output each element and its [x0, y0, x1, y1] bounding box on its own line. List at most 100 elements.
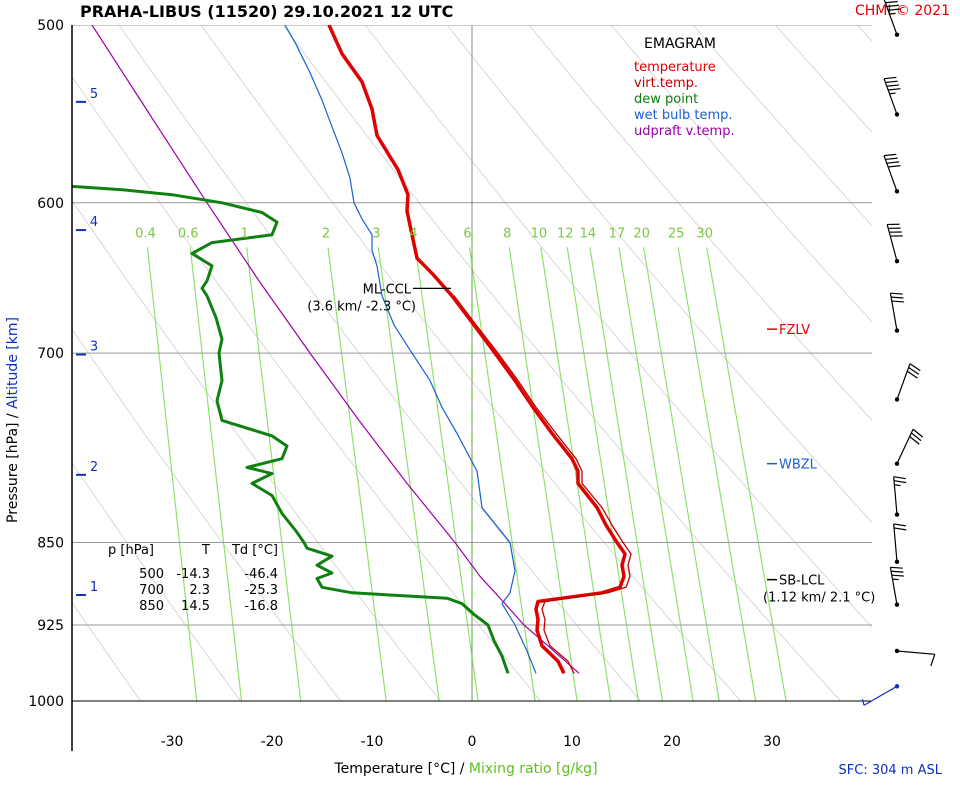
mixing-ratio-line: [468, 247, 536, 701]
pressure-tick-label: 700: [37, 346, 64, 362]
pressure-tick-label: 925: [37, 618, 64, 634]
altitude-tick-label: 3: [90, 340, 98, 355]
series-udpraft-v-temp-line: [91, 25, 580, 674]
mixing-ratio-label: 6: [463, 226, 471, 241]
series-temperature-line: [327, 25, 627, 675]
wind-barb: [886, 223, 903, 264]
series-dew-point-line: [72, 184, 510, 674]
wind-barb: [894, 648, 936, 667]
table-cell: 14.5: [181, 599, 210, 614]
mixing-ratio-label: 12: [557, 226, 574, 241]
mixing-ratio-label: 17: [609, 226, 626, 241]
table-header: p [hPa]: [108, 543, 154, 558]
fzlv-label: FZLV: [779, 323, 810, 338]
wind-barb: [883, 0, 901, 37]
mixing-ratio-label: 14: [580, 226, 597, 241]
legend-entry: udpraft v.temp.: [634, 124, 735, 139]
mixing-ratio-label: 25: [668, 226, 685, 241]
sblcl-label: SB-LCL: [779, 574, 825, 589]
temperature-tick-label: -30: [161, 734, 184, 750]
mixing-ratio-line: [146, 247, 198, 701]
altitude-tick-label: 2: [90, 460, 98, 475]
ccl-value-label: (3.6 km/ -2.3 °C): [307, 299, 416, 314]
wind-barb: [893, 476, 907, 517]
wind-barb: [893, 523, 907, 565]
wind-barb: [883, 153, 901, 194]
table-cell: 850: [139, 599, 164, 614]
x-axis-label: Temperature [°C] / Mixing ratio [g/kg]: [333, 761, 597, 777]
copyright-label: CHMI © 2021: [854, 3, 950, 19]
table-cell: -25.3: [244, 583, 278, 598]
table-header: Td [°C]: [231, 543, 278, 558]
wind-barb: [883, 76, 901, 117]
dry-adiabat: [72, 462, 242, 701]
dry-adiabat: [692, 25, 872, 227]
wbzl-label: WBZL: [779, 458, 818, 473]
table-cell: 2.3: [189, 583, 210, 598]
legend-entry: wet bulb temp.: [634, 108, 733, 123]
series-wet-bulb-temp-line: [284, 25, 537, 674]
mixing-ratio-line: [677, 247, 757, 701]
wind-barb: [889, 566, 905, 607]
temperature-tick-label: 30: [763, 734, 781, 750]
mixing-ratio-line: [246, 247, 302, 701]
temperature-tick-label: -20: [261, 734, 284, 750]
dry-adiabat: [610, 25, 872, 323]
mixing-ratio-label: 1: [240, 226, 248, 241]
table-cell: 700: [139, 583, 164, 598]
table-header: T: [201, 543, 210, 558]
mixing-ratio-label: 0.4: [135, 226, 156, 241]
altitude-tick-label: 5: [90, 87, 98, 102]
mixing-ratio-label: 8: [503, 226, 511, 241]
surface-altitude-label: SFC: 304 m ASL: [838, 763, 942, 778]
legend-entry: dew point: [634, 92, 698, 107]
series-virt-temp-line: [453, 295, 632, 674]
temperature-tick-label: 0: [468, 734, 477, 750]
mixing-ratio-line: [589, 247, 663, 701]
legend-entry: temperature: [634, 60, 716, 75]
ccl-label: ML-CCL: [363, 282, 412, 297]
dry-adiabat: [446, 25, 872, 524]
chart-title: PRAHA-LIBUS (11520) 29.10.2021 12 UTC: [80, 2, 454, 21]
temperature-tick-label: -10: [361, 734, 384, 750]
altitude-tick-label: 1: [90, 580, 98, 595]
mixing-ratio-label: 4: [409, 226, 417, 241]
mixing-ratio-line: [508, 247, 578, 701]
dry-adiabat: [72, 328, 342, 701]
table-cell: -46.4: [244, 567, 278, 582]
dry-adiabat: [364, 25, 872, 628]
dry-adiabat: [72, 199, 442, 701]
temperature-tick-label: 20: [663, 734, 681, 750]
dry-adiabat: [118, 25, 642, 701]
table-cell: -14.3: [176, 567, 210, 582]
mixing-ratio-label: 30: [696, 226, 713, 241]
mixing-ratio-line: [706, 247, 787, 701]
mixing-ratio-label: 0.6: [178, 226, 199, 241]
mixing-ratio-label: 20: [633, 226, 650, 241]
pressure-tick-label: 500: [37, 18, 64, 34]
pressure-tick-label: 1000: [28, 694, 64, 710]
table-cell: 500: [139, 567, 164, 582]
mixing-ratio-label: 2: [322, 226, 330, 241]
dry-adiabat: [282, 25, 842, 701]
table-cell: -16.8: [244, 599, 278, 614]
mixing-ratio-label: 10: [531, 226, 548, 241]
mixing-ratio-label: 3: [372, 226, 380, 241]
y-axis-label: Pressure [hPa] / Altitude [km]: [5, 317, 21, 523]
wind-barb: [889, 292, 905, 333]
wind-barb: [894, 428, 924, 466]
plot-area: [72, 25, 872, 701]
temperature-tick-label: 10: [563, 734, 581, 750]
wind-barb: [894, 363, 921, 402]
pressure-tick-label: 600: [37, 196, 64, 212]
dry-adiabat: [72, 601, 142, 701]
diagram-type-label: EMAGRAM: [644, 36, 716, 52]
wind-barb: [861, 684, 900, 706]
sblcl-value-label: (1.12 km/ 2.1 °C): [763, 591, 875, 606]
pressure-tick-label: 850: [37, 536, 64, 552]
mixing-ratio-line: [327, 247, 387, 701]
dry-adiabat: [528, 25, 872, 422]
legend-entry: virt.temp.: [634, 76, 698, 91]
altitude-tick-label: 4: [90, 215, 98, 230]
